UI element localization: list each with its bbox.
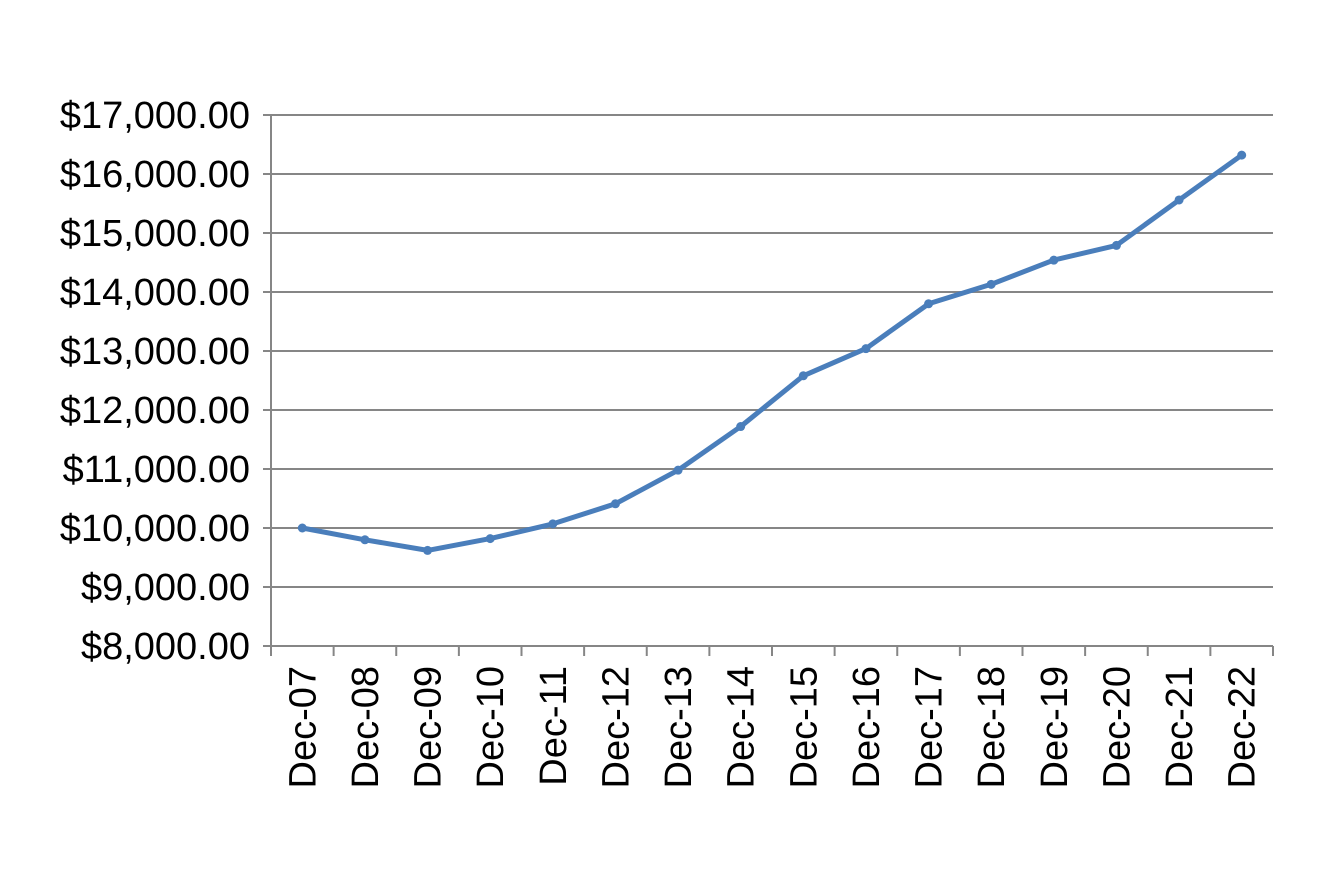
x-tick-label: Dec-07 — [282, 666, 324, 789]
x-tick-label: Dec-16 — [846, 666, 888, 789]
x-tick-labels: Dec-07 Dec-08 Dec-09 Dec-10 Dec-11 Dec-12 Dec-… — [282, 666, 1263, 789]
x-tick-label: Dec-21 — [1159, 666, 1201, 789]
y-tick-label: $8,000.00 — [81, 626, 250, 668]
y-tick-label: $12,000.00 — [60, 390, 250, 432]
data-point — [1174, 195, 1184, 205]
data-point — [673, 465, 683, 475]
y-tick-label: $15,000.00 — [60, 213, 250, 255]
axes — [263, 114, 1274, 656]
x-tick-label: Dec-12 — [595, 666, 637, 789]
x-tick-label: Dec-08 — [345, 666, 387, 789]
x-tick-label: Dec-10 — [470, 666, 512, 789]
x-tick-label: Dec-22 — [1222, 666, 1264, 789]
data-point — [736, 422, 746, 432]
y-tick-label: $17,000.00 — [60, 95, 250, 137]
x-tick-label: Dec-17 — [909, 666, 951, 789]
x-tick-label: Dec-18 — [971, 666, 1013, 789]
data-point — [1049, 255, 1059, 265]
data-point — [1111, 240, 1121, 250]
gridlines — [271, 114, 1273, 588]
data-point — [610, 499, 620, 509]
x-tick-label: Dec-09 — [408, 666, 450, 789]
data-point — [297, 523, 307, 533]
series-line — [299, 152, 1245, 553]
x-tick-label: Dec-11 — [533, 666, 575, 786]
x-tick-label: Dec-14 — [721, 666, 763, 789]
data-point — [360, 535, 370, 545]
x-tick-label: Dec-15 — [783, 666, 825, 789]
x-tick-label: Dec-20 — [1096, 666, 1138, 789]
data-point — [924, 299, 934, 309]
y-tick-label: $14,000.00 — [60, 272, 250, 314]
y-tick-label: $10,000.00 — [60, 508, 250, 550]
data-point — [861, 344, 871, 354]
data-point — [548, 519, 558, 529]
series — [297, 150, 1247, 555]
data-point — [423, 545, 433, 555]
y-tick-label: $11,000.00 — [63, 449, 250, 491]
x-tick-label: Dec-13 — [658, 666, 700, 789]
x-tick-label: Dec-19 — [1034, 666, 1076, 789]
y-tick-labels: $8,000.00 $9,000.00 $10,000.00 $11,000.00 $1… — [60, 95, 250, 668]
y-tick-label: $9,000.00 — [81, 567, 250, 609]
y-tick-label: $16,000.00 — [60, 154, 250, 196]
data-point — [1237, 150, 1247, 160]
data-point — [485, 534, 495, 544]
data-point — [798, 371, 808, 381]
y-tick-label: $13,000.00 — [60, 331, 250, 373]
data-point — [986, 279, 996, 289]
